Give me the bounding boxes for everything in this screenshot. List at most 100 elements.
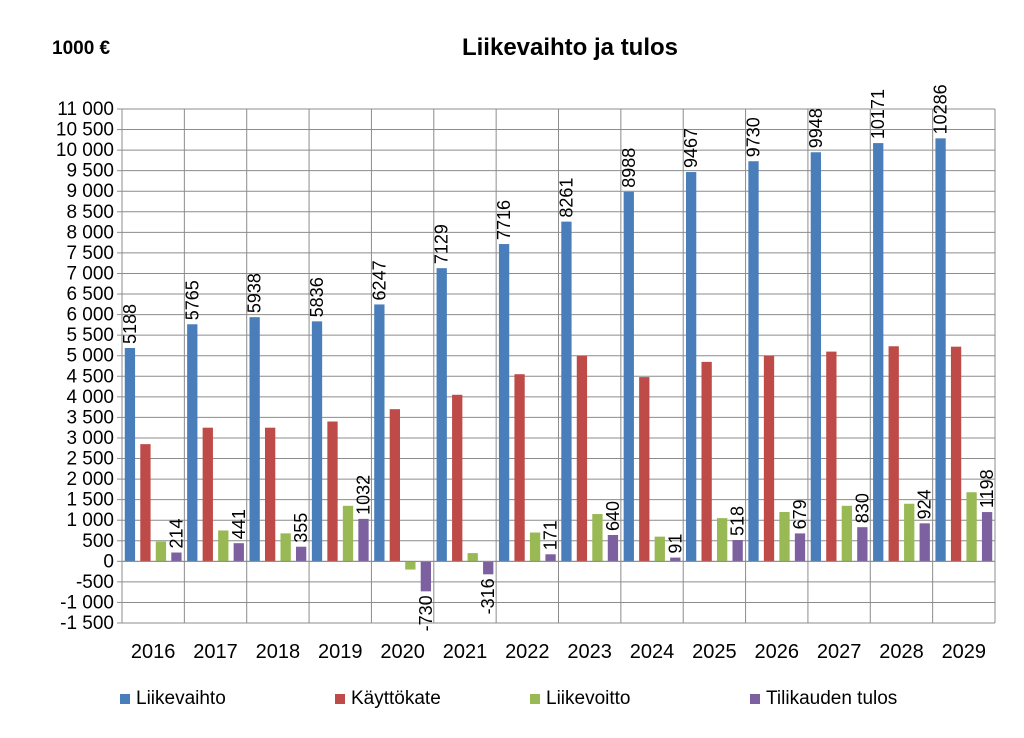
- bar-tilikauden-tulos-2020: [420, 561, 432, 592]
- data-label: 91: [665, 534, 685, 554]
- y-tick-label: 1 000: [66, 510, 114, 531]
- bar-k-ytt-kate-2019: [327, 421, 338, 562]
- bar-liikevoitto-2019: [342, 505, 354, 562]
- y-tick-label: 9 500: [66, 161, 114, 182]
- legend-item: Tilikauden tulos: [750, 688, 897, 710]
- data-label: 7716: [494, 200, 514, 240]
- data-label: 5836: [307, 277, 327, 317]
- y-tick-label: 8 500: [66, 202, 114, 223]
- bar-liikevoitto-2017: [218, 530, 229, 562]
- bar-liikevoitto-2020: [405, 561, 416, 570]
- x-tick-label: 2025: [692, 641, 737, 663]
- bar-tilikauden-tulos-2022: [545, 554, 556, 562]
- bar-liikevoitto-2022: [529, 532, 541, 562]
- data-label: 1032: [354, 475, 374, 515]
- x-tick-label: 2017: [193, 641, 238, 663]
- y-tick-label: 0: [103, 551, 114, 572]
- y-tick-label: 5 000: [66, 346, 114, 367]
- bar-liikevoitto-2024: [654, 536, 665, 562]
- bar-liikevaihto-2029: [935, 138, 946, 562]
- bar-liikevaihto-2020: [374, 304, 385, 562]
- legend-swatch: [335, 694, 345, 704]
- bar-k-ytt-kate-2029: [950, 346, 962, 562]
- legend-item: Käyttökate: [335, 688, 441, 710]
- x-tick-label: 2028: [879, 641, 924, 663]
- y-tick-label: 10 500: [56, 120, 114, 141]
- y-tick-label: 7 000: [66, 263, 114, 284]
- bar-tilikauden-tulos-2026: [794, 533, 806, 562]
- y-tick-label: 4 000: [66, 387, 114, 408]
- bar-liikevoitto-2029: [966, 492, 977, 562]
- bar-liikevoitto-2027: [841, 505, 853, 562]
- bar-liikevaihto-2019: [311, 321, 323, 562]
- y-tick-label: -500: [76, 572, 114, 593]
- bar-tilikauden-tulos-2021: [483, 561, 494, 575]
- data-label: 1198: [977, 469, 997, 508]
- bar-liikevoitto-2021: [467, 553, 478, 562]
- bar-k-ytt-kate-2027: [826, 351, 837, 562]
- data-label: 7129: [432, 224, 452, 264]
- data-label: 9730: [744, 117, 764, 157]
- bar-liikevaihto-2016: [124, 347, 136, 562]
- bar-liikevaihto-2017: [187, 324, 198, 562]
- y-tick-label: -1 000: [60, 592, 114, 613]
- bar-tilikauden-tulos-2019: [358, 518, 369, 562]
- data-label: 6247: [369, 260, 389, 300]
- bar-k-ytt-kate-2026: [763, 355, 775, 562]
- data-label: 518: [728, 506, 748, 536]
- legend-label: Tilikauden tulos: [766, 688, 898, 709]
- bar-k-ytt-kate-2023: [576, 355, 588, 562]
- bar-tilikauden-tulos-2025: [732, 540, 743, 562]
- x-tick-label: 2026: [755, 641, 800, 663]
- data-label: 10286: [931, 84, 951, 134]
- y-tick-label: 3 500: [66, 407, 114, 428]
- y-tick-label: 8 000: [66, 222, 114, 243]
- y-tick-label: 10 000: [56, 140, 114, 161]
- y-tick-label: 1 500: [66, 490, 114, 511]
- bar-k-ytt-kate-2016: [140, 444, 151, 562]
- legend-item: Liikevaihto: [120, 688, 226, 710]
- data-label: 8988: [619, 148, 639, 188]
- bar-liikevaihto-2021: [436, 268, 447, 562]
- y-tick-label: 11 000: [57, 99, 114, 120]
- x-tick-label: 2023: [567, 641, 612, 663]
- bar-liikevoitto-2018: [280, 533, 291, 562]
- bar-tilikauden-tulos-2017: [233, 543, 244, 562]
- bar-liikevaihto-2028: [873, 143, 884, 562]
- x-tick-label: 2021: [443, 641, 488, 663]
- y-tick-label: 6 500: [66, 284, 114, 305]
- bar-tilikauden-tulos-2024: [670, 557, 681, 562]
- data-label: -730: [416, 595, 436, 631]
- data-label: 441: [229, 509, 249, 539]
- bar-tilikauden-tulos-2028: [919, 523, 930, 562]
- data-labels: 5188 214 5765 441 5938 355 5836 1032 6247 -730 712…: [120, 84, 997, 631]
- bar-k-ytt-kate-2025: [701, 361, 712, 562]
- legend: Liikevaihto Käyttökate Liikevoitto Tilikaud…: [120, 688, 1000, 712]
- y-tick-label: 500: [82, 531, 114, 552]
- x-tick-label: 2024: [630, 641, 675, 663]
- bar-tilikauden-tulos-2027: [857, 527, 868, 562]
- bar-k-ytt-kate-2017: [202, 427, 213, 562]
- data-label: 9467: [681, 128, 701, 168]
- legend-item: Liikevoitto: [530, 688, 631, 710]
- data-label: 355: [291, 513, 311, 543]
- data-label: 830: [852, 493, 872, 523]
- bar-k-ytt-kate-2021: [452, 394, 463, 562]
- y-tick-label: 4 500: [66, 366, 114, 387]
- bar-k-ytt-kate-2028: [888, 346, 899, 562]
- data-label: 679: [790, 499, 810, 529]
- bar-tilikauden-tulos-2016: [171, 552, 182, 562]
- unit-label: 1000 €: [52, 38, 111, 59]
- bar-liikevaihto-2018: [249, 317, 260, 562]
- y-tick-label: 5 500: [66, 325, 114, 346]
- data-label: -316: [478, 578, 498, 614]
- y-tick-label: 9 000: [66, 181, 114, 202]
- bar-liikevoitto-2016: [155, 541, 167, 562]
- legend-label: Liikevoitto: [546, 688, 631, 709]
- data-label: 5765: [182, 280, 202, 320]
- bar-liikevaihto-2022: [498, 244, 510, 562]
- x-tick-label: 2027: [817, 641, 862, 663]
- legend-label: Liikevaihto: [136, 688, 226, 709]
- bar-tilikauden-tulos-2023: [607, 535, 619, 562]
